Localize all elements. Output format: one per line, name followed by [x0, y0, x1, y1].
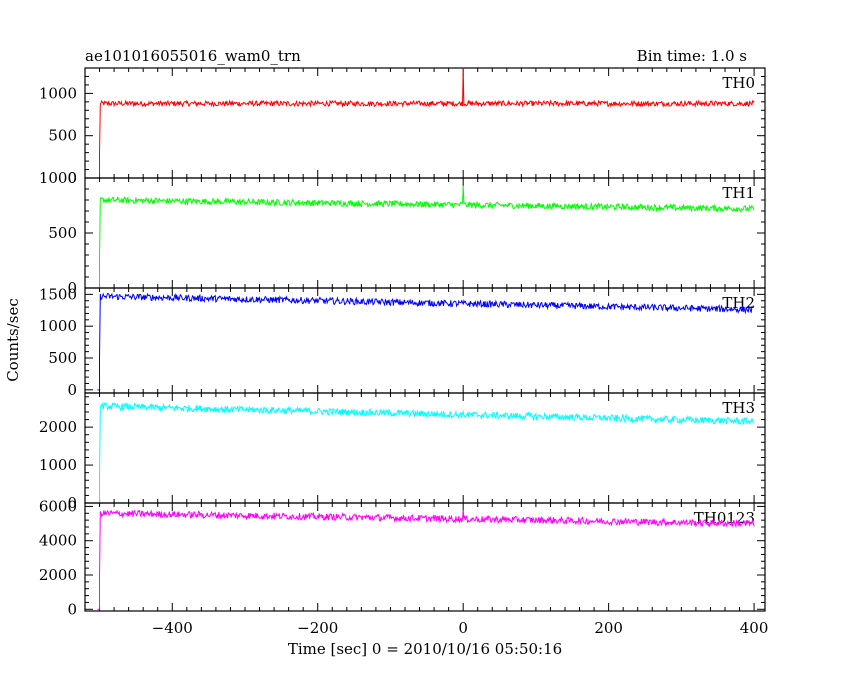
y-tick-label-th2: 500	[48, 349, 77, 367]
bin-time-label: Bin time: 1.0 s	[637, 47, 747, 65]
y-tick-label-th0123: 2000	[39, 566, 77, 584]
y-tick-label-th3: 0	[67, 494, 77, 512]
y-tick-label-th3: 1000	[39, 456, 77, 474]
y-tick-label-th1: 1000	[39, 169, 77, 187]
panel-frame-th0	[84, 67, 766, 179]
y-tick-label-th0: 500	[48, 127, 77, 145]
series-line-th1	[97, 185, 755, 289]
x-tick-label: 400	[740, 619, 769, 637]
x-axis-label: Time [sec] 0 = 2010/10/16 05:50:16	[288, 640, 562, 658]
series-line-th2	[97, 292, 755, 391]
x-tick-label: −200	[297, 619, 338, 637]
y-tick-label-th0: 1000	[39, 84, 77, 102]
y-axis-label: Counts/sec	[4, 298, 22, 382]
y-tick-label-th2: 1000	[39, 317, 77, 335]
y-tick-label-th1: 500	[48, 224, 77, 242]
series-label-th3: TH3	[722, 399, 755, 417]
y-tick-label-th2: 0	[67, 381, 77, 399]
x-tick-label: −400	[152, 619, 193, 637]
series-line-th0123	[97, 509, 755, 610]
series-line-th3	[97, 401, 755, 504]
y-tick-label-th0123: 4000	[39, 532, 77, 550]
panel-frame-th1	[84, 177, 766, 289]
plot-title: ae101016055016_wam0_trn	[85, 47, 301, 65]
x-tick-label: 0	[458, 619, 468, 637]
y-tick-label-th1: 0	[67, 279, 77, 297]
x-tick-label: 200	[594, 619, 623, 637]
y-tick-label-th3: 2000	[39, 418, 77, 436]
series-label-th2: TH2	[722, 294, 755, 312]
y-tick-label-th0123: 6000	[39, 497, 77, 515]
y-tick-label-th0123: 0	[67, 600, 77, 618]
series-line-th0	[97, 67, 755, 179]
series-label-th0: TH0	[722, 74, 755, 92]
y-tick-label-th2: 1500	[39, 285, 77, 303]
series-label-th1: TH1	[722, 184, 755, 202]
y-tick-label-th0: 0	[67, 169, 77, 187]
panel-frame-th0123	[84, 502, 766, 612]
